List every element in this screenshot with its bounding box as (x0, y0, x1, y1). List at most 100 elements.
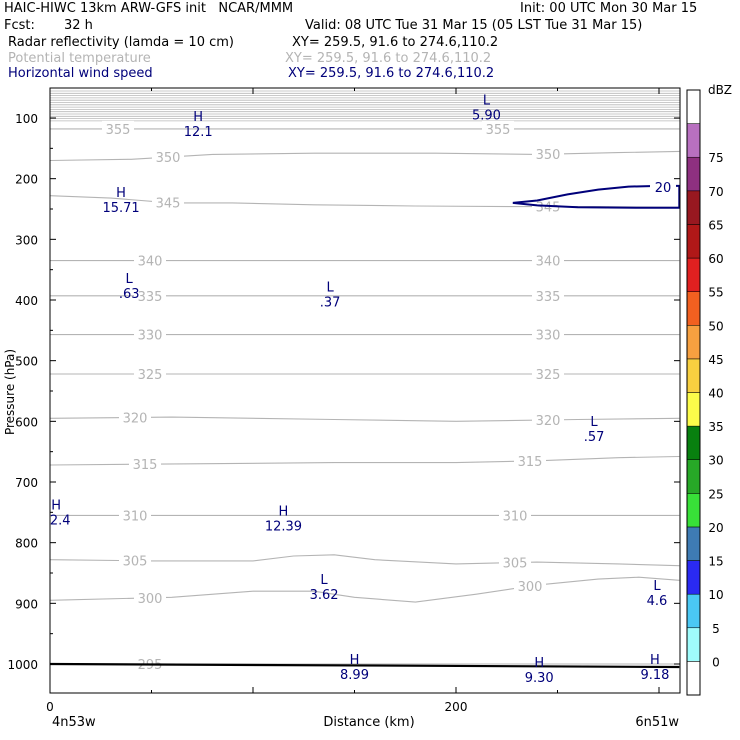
colorbar-level-40: 40 (708, 387, 723, 401)
colorbar-level-25: 25 (708, 487, 723, 501)
extremum-type-1: L (483, 94, 491, 109)
theta-label-bg (532, 146, 564, 162)
axes: 100 200 300 400 500 600 700 800 900 1000 0 200 Dista… (3, 87, 681, 730)
extremum-type-5: L (590, 415, 598, 430)
y-tick-label-1000: 1000 (7, 658, 38, 672)
theta-contour-label-315: 315 (133, 458, 158, 473)
colorbar-level-15: 15 (708, 555, 723, 569)
theta-label-bg (532, 326, 564, 342)
extremum-value-1: 5.90 (472, 109, 501, 124)
header-valid: Valid: 08 UTC Tue 31 Mar 15 (05 LST Tue … (305, 18, 643, 33)
theta-label-bg (119, 507, 151, 523)
colorbar-level-65: 65 (708, 218, 723, 232)
theta-contour-label-340: 340 (536, 255, 561, 270)
x-endpoint-left: 4n53w (52, 715, 96, 730)
x-tick-label-0: 0 (46, 700, 54, 714)
theta-label-bg (514, 578, 546, 594)
extremum-type-10: H (350, 653, 360, 668)
extremum-type-7: H (279, 504, 289, 519)
y-tick-label-300: 300 (15, 233, 38, 247)
x-tick-label-200: 200 (445, 700, 468, 714)
theta-label-bg (129, 456, 161, 472)
theta-contour-label-320: 320 (123, 411, 148, 426)
theta-label-bg (102, 120, 134, 136)
colorbar-swatch (686, 123, 701, 158)
theta-contour-label-340: 340 (138, 255, 163, 270)
theta-contour-label-320: 320 (536, 414, 561, 429)
y-axis-label: Pressure (hPa) (3, 349, 17, 435)
theta-contour-label-325: 325 (536, 368, 561, 383)
theta-contour-label-325: 325 (138, 368, 163, 383)
extremum-value-12: 9.18 (640, 668, 669, 683)
y-tick-label-600: 600 (15, 415, 38, 429)
theta-label-bg (119, 552, 151, 568)
extremum-type-6: H (51, 498, 61, 513)
header-title: HAIC-HIWC 13km ARW-GFS init NCAR/MMM (4, 1, 294, 16)
theta-contour-label-310: 310 (123, 509, 148, 524)
field-name-wind: Horizontal wind speed (8, 66, 153, 81)
extremum-type-3: L (126, 272, 134, 287)
colorbar-swatch (686, 156, 701, 192)
colorbar-swatch (686, 661, 701, 696)
theta-contour-label-335: 335 (536, 290, 561, 305)
theta-contour-label-305: 305 (503, 557, 528, 572)
field-xy-wind: XY= 259.5, 91.6 to 274.6,110.2 (288, 66, 495, 81)
theta-contour-label-300: 300 (138, 592, 163, 607)
theta-contour-label-330: 330 (536, 329, 561, 344)
theta-label-bg (152, 149, 184, 165)
colorbar-level-20: 20 (708, 521, 723, 535)
extremum-value-11: 9.30 (525, 671, 554, 686)
y-tick-label-500: 500 (15, 355, 38, 369)
colorbar-swatch (686, 257, 701, 292)
theta-contour-label-310: 310 (503, 509, 528, 524)
theta-label-bg (532, 287, 564, 303)
theta-label-bg (134, 366, 166, 382)
theta-contour-label-350: 350 (536, 148, 561, 163)
field-xy-reflectivity: XY= 259.5, 91.6 to 274.6,110.2 (292, 35, 499, 50)
terrain (49, 662, 680, 669)
header-fcst-label: Fcst: (4, 18, 35, 33)
colorbar-level-35: 35 (708, 420, 723, 434)
colorbar-swatch (686, 291, 701, 326)
theta-contour-label-315: 315 (518, 455, 543, 470)
theta-label-bg (499, 554, 531, 570)
colorbar-level-70: 70 (708, 185, 723, 199)
header-fcst-value: 32 h (64, 18, 93, 33)
extremum-value-6: 42.4 (42, 513, 71, 528)
x-axis-label: Distance (km) (323, 715, 414, 730)
extremum-type-0: H (193, 110, 203, 125)
theta-contour-300 (50, 576, 680, 603)
terrain-line (49, 662, 680, 669)
theta-contour-label-330: 330 (138, 329, 163, 344)
colorbar-swatch (686, 627, 701, 662)
wind-contours: 20 (512, 180, 680, 209)
wind-label-bg (650, 180, 676, 195)
header: HAIC-HIWC 13km ARW-GFS init NCAR/MMM Ini… (0, 0, 740, 90)
extremum-value-7: 12.39 (265, 519, 302, 534)
extremum-value-9: 4.6 (647, 594, 668, 609)
extremum-type-12: H (650, 653, 660, 668)
theta-contour-345 (50, 195, 680, 208)
extremum-type-4: L (327, 281, 335, 296)
y-tick-label-400: 400 (15, 294, 38, 308)
theta-contour-label-355: 355 (486, 123, 511, 138)
colorbar-swatch (686, 224, 701, 259)
theta-contour-label-345: 345 (536, 201, 561, 216)
colorbar-level-60: 60 (708, 252, 723, 266)
colorbar-level-30: 30 (708, 454, 723, 468)
x-endpoint-right: 6n51w (635, 715, 679, 730)
theta-label-bg (134, 326, 166, 342)
theta-label-bg (532, 411, 564, 427)
colorbar-level-55: 55 (708, 286, 723, 300)
theta-contour-350 (50, 150, 680, 162)
extremum-value-0: 12.1 (184, 125, 213, 140)
colorbar-level-0: 0 (712, 655, 720, 669)
colorbar-frame (686, 89, 701, 696)
extremum-type-8: L (320, 573, 328, 588)
colorbar-swatch (686, 493, 701, 528)
theta-contour-320 (50, 416, 680, 422)
extremum-type-11: H (534, 656, 544, 671)
